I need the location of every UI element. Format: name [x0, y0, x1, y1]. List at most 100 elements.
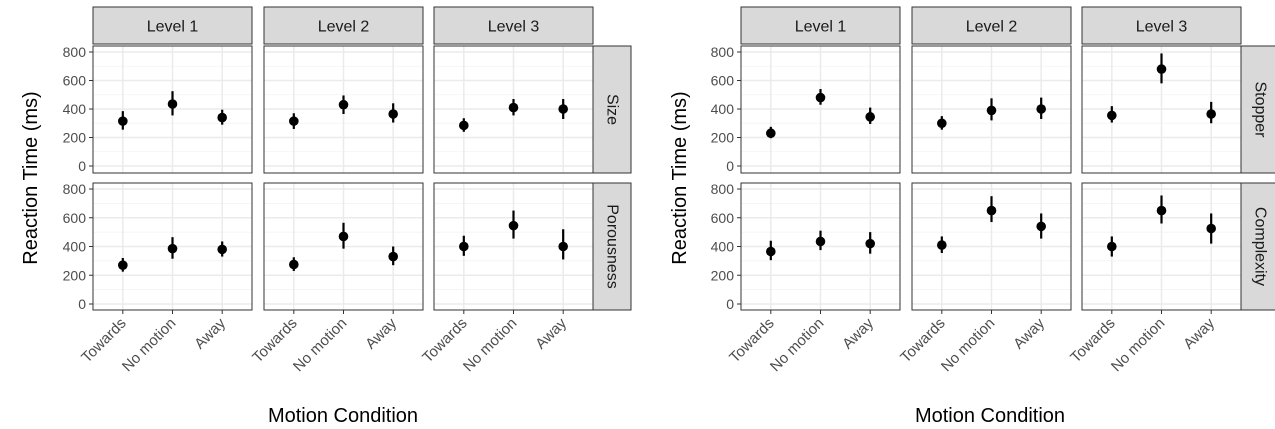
data-point	[558, 104, 568, 114]
x-tick-label: No motion	[1108, 315, 1168, 375]
data-point	[766, 128, 776, 139]
x-tick-label: Towards	[897, 315, 949, 367]
x-tick-label: No motion	[460, 315, 520, 375]
y-axis-title: Reaction Time (ms)	[20, 91, 42, 264]
panel-border	[1081, 45, 1242, 174]
y-tick-label: 200	[63, 130, 87, 146]
x-tick-label: Away	[532, 314, 570, 352]
x-tick-label: Towards	[1067, 315, 1119, 367]
facet-strip-label: Level 3	[1136, 19, 1188, 36]
data-point	[1107, 241, 1117, 252]
y-tick-label: 600	[711, 73, 735, 89]
x-tick-label: Away	[191, 314, 229, 352]
data-point	[815, 92, 826, 103]
data-point	[388, 251, 398, 262]
y-tick-label: 0	[78, 158, 86, 174]
facet-strip-label: Complexity	[1252, 207, 1269, 286]
facet-strip-column	[1081, 6, 1242, 45]
y-axis-title: Reaction Time (ms)	[669, 91, 691, 264]
x-tick-label: Away	[362, 314, 400, 352]
x-tick-label: Away	[1180, 314, 1218, 352]
x-tick-label: No motion	[938, 315, 998, 375]
facet-strip-column	[92, 6, 253, 45]
x-tick-label: Towards	[249, 315, 301, 367]
data-point	[459, 241, 469, 252]
data-point	[1036, 104, 1046, 114]
data-point	[865, 112, 875, 122]
facet-strip-label: Level 2	[318, 19, 370, 36]
x-tick-label: Towards	[78, 315, 130, 367]
facet-strip-label: Level 3	[488, 19, 540, 36]
data-point	[766, 246, 776, 257]
y-tick-label: 0	[78, 296, 86, 312]
facet-strip-column	[740, 6, 901, 45]
x-tick-label: No motion	[767, 315, 827, 375]
data-point	[986, 105, 997, 116]
data-point	[338, 99, 349, 110]
facet-strip-label: Level 1	[147, 19, 199, 36]
panel-border	[263, 45, 424, 174]
y-tick-label: 200	[63, 267, 87, 283]
facet-strip-row	[592, 182, 632, 311]
data-point	[865, 238, 875, 249]
x-tick-label: No motion	[119, 315, 179, 375]
panel-border	[911, 45, 1072, 174]
data-point	[338, 231, 349, 242]
data-point	[289, 116, 299, 126]
y-tick-label: 400	[63, 101, 87, 117]
data-point	[508, 220, 519, 231]
panel-border	[433, 45, 594, 174]
y-tick-label: 600	[711, 210, 735, 226]
data-point	[1156, 64, 1167, 74]
data-point	[508, 102, 519, 113]
x-tick-label: No motion	[290, 315, 350, 375]
data-point	[1036, 221, 1046, 232]
y-tick-label: 0	[726, 296, 734, 312]
y-tick-label: 600	[63, 210, 87, 226]
facet-strip-column	[263, 6, 424, 45]
data-point	[167, 243, 178, 254]
data-point	[937, 118, 947, 129]
data-point	[558, 241, 568, 252]
data-point	[388, 109, 398, 119]
data-point	[815, 236, 826, 247]
facet-strip-label: Porousness	[604, 204, 621, 289]
facet-strip-label: Level 2	[966, 19, 1018, 36]
y-tick-label: 400	[711, 239, 735, 255]
data-point	[1206, 109, 1216, 119]
data-point	[1107, 110, 1117, 121]
y-tick-label: 800	[711, 44, 735, 60]
data-point	[289, 259, 299, 270]
facet-strip-column	[911, 6, 1072, 45]
x-axis-title: Motion Condition	[915, 405, 1065, 427]
data-point	[459, 120, 469, 131]
y-tick-label: 400	[63, 239, 87, 255]
data-point	[217, 244, 227, 255]
facet-strip-label: Size	[604, 94, 621, 125]
facet-strip-label: Level 1	[795, 19, 847, 36]
y-tick-label: 800	[711, 181, 735, 197]
data-point	[1156, 205, 1167, 216]
data-point	[167, 99, 178, 109]
x-tick-label: Towards	[419, 315, 471, 367]
x-tick-label: Towards	[726, 315, 778, 367]
x-axis-title: Motion Condition	[268, 405, 418, 427]
data-point	[217, 112, 227, 123]
data-point	[937, 240, 947, 250]
facet-strip-column	[433, 6, 594, 45]
y-tick-label: 600	[63, 73, 87, 89]
data-point	[118, 260, 128, 270]
x-tick-label: Away	[1010, 314, 1048, 352]
y-tick-label: 800	[63, 44, 87, 60]
facet-strip-label: Stopper	[1252, 81, 1269, 138]
data-point	[986, 205, 997, 216]
facet-strip-row	[592, 45, 632, 174]
y-tick-label: 200	[711, 267, 735, 283]
y-tick-label: 400	[711, 101, 735, 117]
x-tick-label: Away	[839, 314, 877, 352]
data-point	[1206, 223, 1216, 234]
data-point	[118, 116, 128, 126]
facet-strip-row	[1240, 182, 1275, 311]
y-tick-label: 0	[726, 158, 734, 174]
